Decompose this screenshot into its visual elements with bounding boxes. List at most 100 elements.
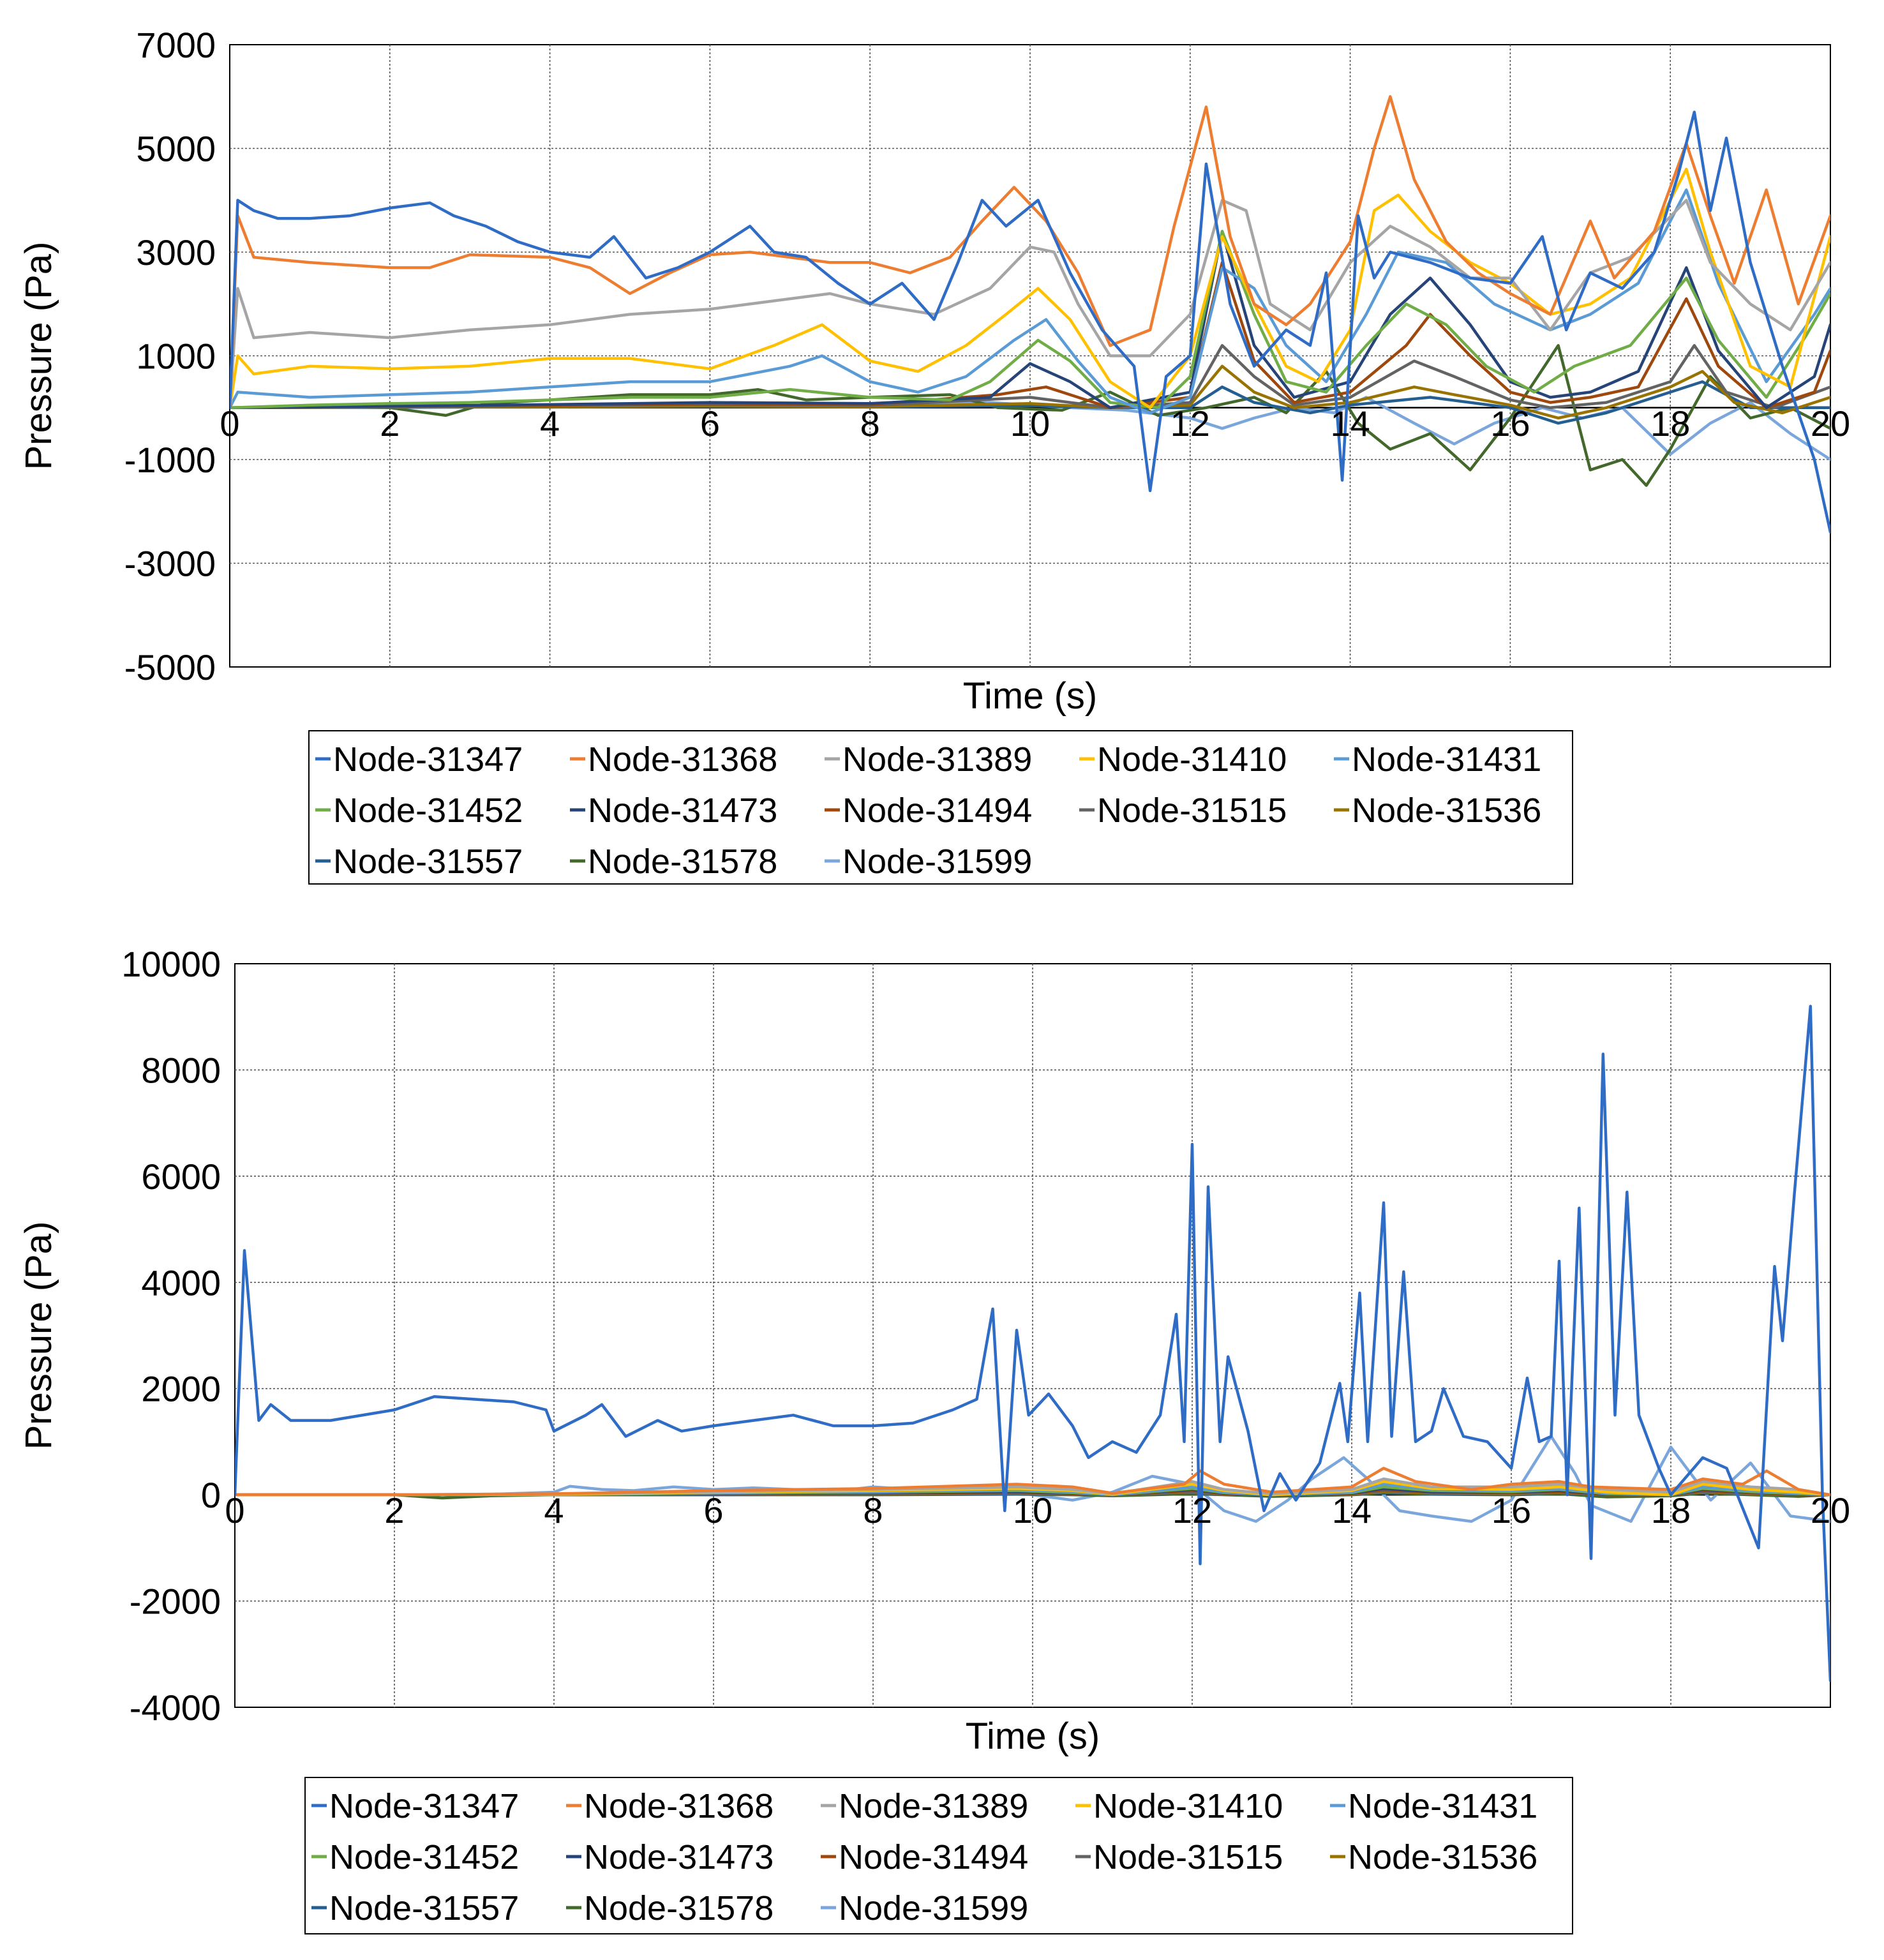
x-tick-label: 2 bbox=[380, 403, 400, 444]
legend-box bbox=[308, 730, 1573, 885]
series-line-node-31410 bbox=[230, 167, 1830, 410]
legend-entry: Node-31473 bbox=[570, 791, 777, 830]
x-tick-label: 20 bbox=[1811, 1490, 1850, 1530]
y-tick-label: 1000 bbox=[136, 336, 216, 377]
x-tick-label: 20 bbox=[1811, 403, 1850, 444]
legend-entry: Node-31389 bbox=[825, 740, 1032, 779]
x-tick-label: 14 bbox=[1332, 1490, 1372, 1530]
y-axis-title: Pressure (Pa) bbox=[18, 1222, 59, 1450]
y-tick-label: 7000 bbox=[136, 25, 216, 65]
legend-label: Node-31347 bbox=[333, 740, 523, 779]
legend-entry: Node-31452 bbox=[311, 1838, 519, 1876]
series-line-node-31368 bbox=[235, 1467, 1830, 1497]
x-tick-label: 4 bbox=[544, 1490, 564, 1530]
legend-label: Node-31410 bbox=[1097, 740, 1287, 779]
legend-label: Node-31431 bbox=[1348, 1787, 1537, 1825]
legend-label: Node-31536 bbox=[1352, 791, 1541, 830]
series-line-node-31347 bbox=[235, 1005, 1830, 1682]
legend-entry: Node-31347 bbox=[311, 1787, 519, 1825]
x-tick-label: 18 bbox=[1651, 1490, 1691, 1530]
legend-entry: Node-31473 bbox=[566, 1838, 774, 1876]
x-tick-label: 16 bbox=[1490, 403, 1530, 444]
series-lines bbox=[230, 95, 1830, 534]
x-tick-label: 12 bbox=[1170, 403, 1210, 444]
legend-label: Node-31515 bbox=[1097, 791, 1287, 830]
legend-label: Node-31452 bbox=[329, 1838, 519, 1876]
y-tick-label: -4000 bbox=[130, 1687, 221, 1728]
legend-label: Node-31368 bbox=[584, 1787, 774, 1825]
x-tick-label: 10 bbox=[1010, 403, 1050, 444]
legend-entry: Node-31599 bbox=[825, 842, 1032, 881]
legend-entry: Node-31578 bbox=[566, 1889, 774, 1927]
legend-label: Node-31368 bbox=[588, 740, 777, 779]
legend-entry: Node-31368 bbox=[566, 1787, 774, 1825]
legend-entry: Node-31515 bbox=[1079, 791, 1287, 830]
x-tick-label: 8 bbox=[863, 1490, 883, 1530]
legend-entry: Node-31452 bbox=[315, 791, 523, 830]
legend-entry: Node-31347 bbox=[315, 740, 523, 779]
legend-label: Node-31389 bbox=[842, 740, 1032, 779]
legend-label: Node-31599 bbox=[842, 842, 1032, 881]
legend-entry: Node-31431 bbox=[1334, 740, 1541, 779]
y-tick-label: 2000 bbox=[141, 1369, 221, 1409]
y-tick-label: -3000 bbox=[124, 544, 216, 584]
series-line-node-31431 bbox=[230, 188, 1830, 415]
legend-entry: Node-31557 bbox=[311, 1889, 519, 1927]
legend-entry: Node-31410 bbox=[1079, 740, 1287, 779]
legend-label: Node-31347 bbox=[329, 1787, 519, 1825]
x-tick-label: 16 bbox=[1492, 1490, 1531, 1530]
legend-entry: Node-31599 bbox=[821, 1889, 1028, 1927]
legend-label: Node-31578 bbox=[588, 842, 777, 881]
legend-entry: Node-31389 bbox=[821, 1787, 1028, 1825]
x-tick-label: 2 bbox=[384, 1490, 404, 1530]
legend-entry: Node-31410 bbox=[1075, 1787, 1283, 1825]
x-tick-label: 0 bbox=[220, 403, 239, 444]
legend-entry: Node-31494 bbox=[821, 1838, 1028, 1876]
legend-label: Node-31599 bbox=[839, 1889, 1028, 1927]
x-tick-label: 6 bbox=[700, 403, 720, 444]
chart-top: 0 2 4 6 8 10 12 14 16 18 20 -5000 -3000 -1000 1000 3000… bbox=[18, 25, 1850, 885]
y-tick-label: 5000 bbox=[136, 129, 216, 169]
legend-entry: Node-31536 bbox=[1330, 1838, 1537, 1876]
series-line-node-31368 bbox=[230, 95, 1830, 410]
legend-entry: Node-31536 bbox=[1334, 791, 1541, 830]
legend-label: Node-31557 bbox=[329, 1889, 519, 1927]
legend-label: Node-31473 bbox=[588, 791, 777, 830]
series-lines bbox=[235, 1005, 1830, 1682]
y-tick-label: 8000 bbox=[141, 1050, 221, 1090]
legend-entry: Node-31431 bbox=[1330, 1787, 1537, 1825]
x-axis-title: Time (s) bbox=[966, 1716, 1100, 1757]
y-axis-title: Pressure (Pa) bbox=[18, 242, 59, 470]
legend-label: Node-31389 bbox=[839, 1787, 1028, 1825]
x-tick-label: 0 bbox=[225, 1490, 244, 1530]
legend-entry: Node-31515 bbox=[1075, 1838, 1283, 1876]
x-axis-title: Time (s) bbox=[963, 675, 1097, 717]
legend: Node-31347 Node-31368 Node-31389 Node-31410… bbox=[308, 730, 1573, 885]
x-tick-label: 6 bbox=[703, 1490, 723, 1530]
y-tick-label: -2000 bbox=[130, 1582, 221, 1622]
y-tick-label: 4000 bbox=[141, 1262, 221, 1303]
y-tick-label: 10000 bbox=[121, 944, 221, 984]
y-tick-label: -1000 bbox=[124, 440, 216, 480]
y-tick-label: 0 bbox=[201, 1475, 221, 1515]
x-tick-label: 4 bbox=[540, 403, 560, 444]
gridlines bbox=[230, 45, 1830, 667]
legend-label: Node-31494 bbox=[842, 791, 1032, 830]
legend-label: Node-31557 bbox=[333, 842, 523, 881]
legend-entry: Node-31494 bbox=[825, 791, 1032, 830]
chart-bottom: 0 2 4 6 8 10 12 14 16 18 20 -4000 -2000 0 2000 4000 6000… bbox=[18, 944, 1850, 1934]
legend-entry: Node-31557 bbox=[315, 842, 523, 881]
legend-label: Node-31536 bbox=[1348, 1838, 1537, 1876]
series-line-node-31473 bbox=[230, 230, 1830, 410]
series-line-node-31452 bbox=[230, 230, 1830, 410]
x-tick-label: 18 bbox=[1650, 403, 1690, 444]
y-tick-label: -5000 bbox=[124, 647, 216, 687]
x-tick-label: 14 bbox=[1330, 403, 1370, 444]
x-tick-label: 8 bbox=[860, 403, 880, 444]
legend-entry: Node-31578 bbox=[570, 842, 777, 881]
y-tick-label: 3000 bbox=[136, 232, 216, 273]
legend: Node-31347 Node-31368 Node-31389 Node-31410… bbox=[304, 1777, 1573, 1934]
legend-label: Node-31431 bbox=[1352, 740, 1541, 779]
legend-label: Node-31410 bbox=[1093, 1787, 1283, 1825]
